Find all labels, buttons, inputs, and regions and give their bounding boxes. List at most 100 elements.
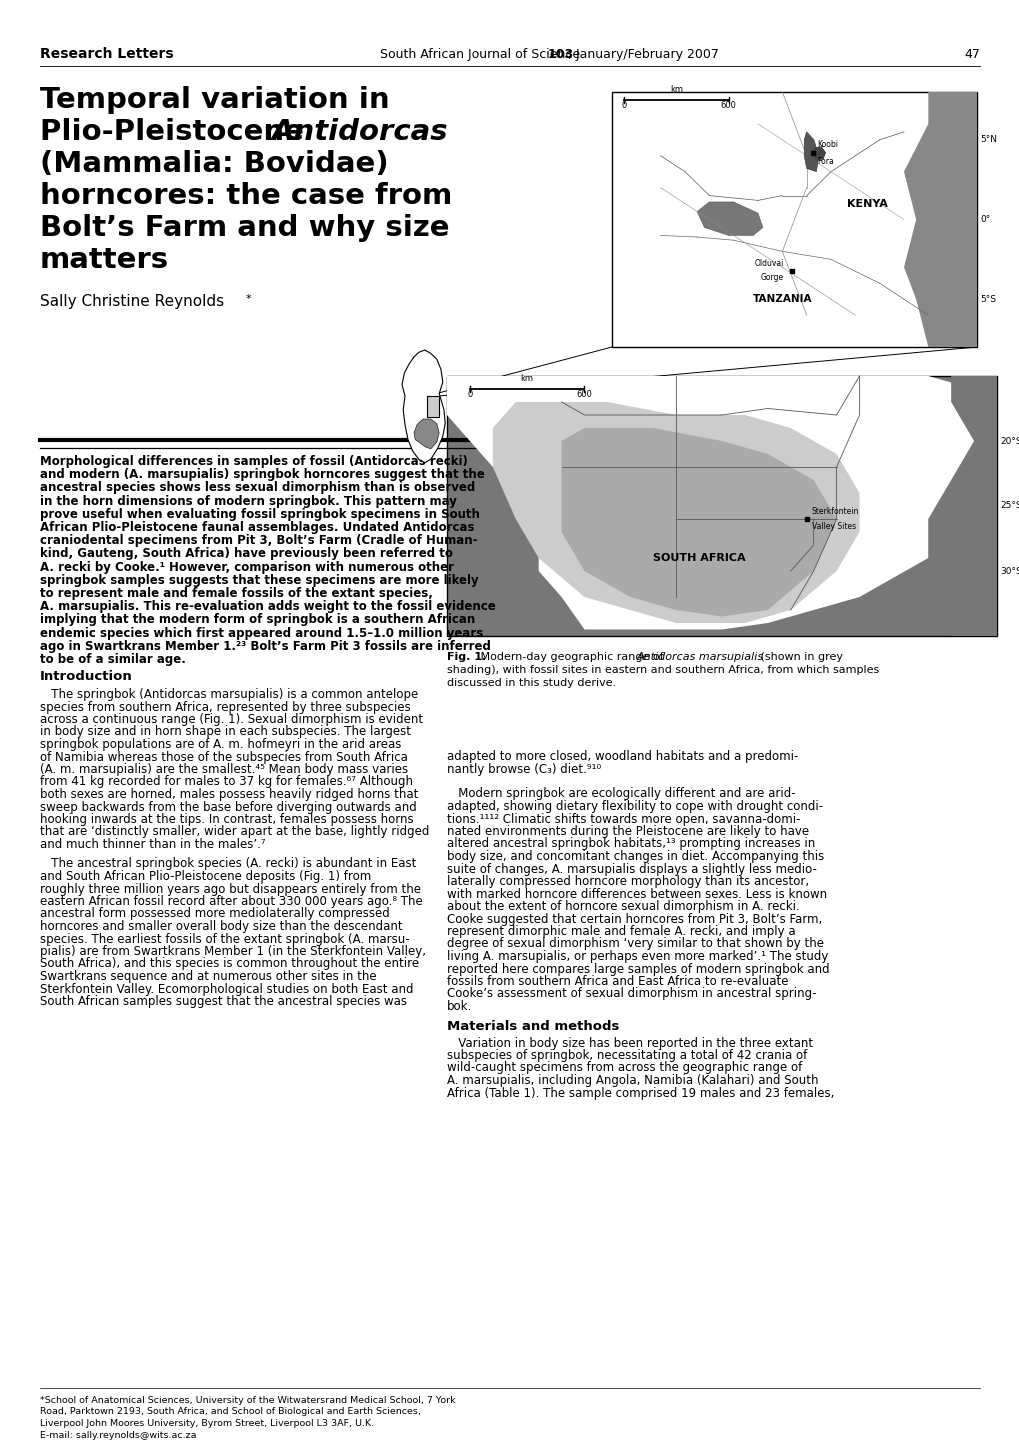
Text: Koobi: Koobi bbox=[816, 140, 838, 149]
Text: wild-caught specimens from across the geographic range of: wild-caught specimens from across the ge… bbox=[446, 1062, 802, 1075]
Text: adapted to more closed, woodland habitats and a predomi-: adapted to more closed, woodland habitat… bbox=[446, 750, 798, 763]
Text: that are ‘distinctly smaller, wider apart at the base, lightly ridged: that are ‘distinctly smaller, wider apar… bbox=[40, 825, 429, 838]
Text: km: km bbox=[669, 85, 683, 94]
Text: 0: 0 bbox=[621, 101, 627, 110]
Text: implying that the modern form of springbok is a southern African: implying that the modern form of springb… bbox=[40, 613, 475, 626]
Text: Introduction: Introduction bbox=[40, 670, 132, 683]
Text: A. recki by Cooke.¹ However, comparison with numerous other: A. recki by Cooke.¹ However, comparison … bbox=[40, 560, 453, 574]
Text: Plio-Pleistocene: Plio-Pleistocene bbox=[40, 118, 314, 146]
Text: in body size and in horn shape in each subspecies. The largest: in body size and in horn shape in each s… bbox=[40, 726, 411, 739]
Text: to be of a similar age.: to be of a similar age. bbox=[40, 654, 185, 667]
Text: 103: 103 bbox=[547, 48, 574, 61]
Bar bbox=[446, 377, 996, 636]
Text: suite of changes, A. marsupialis displays a slightly less medio-: suite of changes, A. marsupialis display… bbox=[446, 863, 816, 876]
Polygon shape bbox=[803, 131, 818, 172]
Text: endemic species which first appeared around 1.5–1.0 million years: endemic species which first appeared aro… bbox=[40, 626, 483, 639]
Text: Africa (Table 1). The sample comprised 19 males and 23 females,: Africa (Table 1). The sample comprised 1… bbox=[446, 1087, 834, 1100]
Polygon shape bbox=[927, 377, 996, 636]
Text: species. The earliest fossils of the extant springbok (A. marsu-: species. The earliest fossils of the ext… bbox=[40, 932, 410, 945]
Text: Liverpool John Moores University, Byrom Street, Liverpool L3 3AF, U.K.: Liverpool John Moores University, Byrom … bbox=[40, 1418, 374, 1429]
Text: 30°S: 30°S bbox=[999, 567, 1019, 576]
Text: Cooke’s assessment of sexual dimorphism in ancestral spring-: Cooke’s assessment of sexual dimorphism … bbox=[446, 987, 815, 1000]
Text: 0°: 0° bbox=[979, 215, 989, 224]
Text: Valley Sites: Valley Sites bbox=[811, 522, 855, 531]
Text: ancestral form possessed more mediolaterally compressed: ancestral form possessed more mediolater… bbox=[40, 908, 389, 921]
Text: about the extent of horncore sexual dimorphism in A. recki.: about the extent of horncore sexual dimo… bbox=[446, 900, 799, 913]
Bar bbox=[611, 92, 976, 346]
Text: South African samples suggest that the ancestral species was: South African samples suggest that the a… bbox=[40, 996, 407, 1009]
Text: prove useful when evaluating fossil springbok specimens in South: prove useful when evaluating fossil spri… bbox=[40, 508, 479, 521]
Text: (shown in grey: (shown in grey bbox=[756, 652, 842, 662]
Text: laterally compressed horncore morphology than its ancestor,: laterally compressed horncore morphology… bbox=[446, 874, 808, 887]
Text: The ancestral springbok species (A. recki) is abundant in East: The ancestral springbok species (A. reck… bbox=[40, 857, 416, 870]
Text: E-mail: sally.reynolds@wits.ac.za: E-mail: sally.reynolds@wits.ac.za bbox=[40, 1430, 197, 1440]
Text: tions.¹¹¹² Climatic shifts towards more open, savanna-domi-: tions.¹¹¹² Climatic shifts towards more … bbox=[446, 812, 800, 825]
Text: African Plio-Pleistocene faunal assemblages. Undated Antidorcas: African Plio-Pleistocene faunal assembla… bbox=[40, 521, 474, 534]
Text: Antidorcas marsupialis: Antidorcas marsupialis bbox=[637, 652, 763, 662]
Text: Sterkfontein: Sterkfontein bbox=[811, 506, 858, 517]
Text: sweep backwards from the base before diverging outwards and: sweep backwards from the base before div… bbox=[40, 801, 417, 814]
Text: , January/February 2007: , January/February 2007 bbox=[568, 48, 718, 61]
Text: A. marsupialis, including Angola, Namibia (Kalahari) and South: A. marsupialis, including Angola, Namibi… bbox=[446, 1074, 817, 1087]
Text: 0: 0 bbox=[467, 390, 472, 400]
Text: across a continuous range (Fig. 1). Sexual dimorphism is evident: across a continuous range (Fig. 1). Sexu… bbox=[40, 713, 423, 726]
Text: Fig. 1.: Fig. 1. bbox=[446, 652, 486, 662]
Text: 600: 600 bbox=[576, 390, 592, 400]
Text: 25°S: 25°S bbox=[999, 502, 1019, 511]
Text: Sally Christine Reynolds: Sally Christine Reynolds bbox=[40, 294, 224, 309]
Text: Road, Parktown 2193, South Africa, and School of Biological and Earth Sciences,: Road, Parktown 2193, South Africa, and S… bbox=[40, 1407, 421, 1417]
Text: nantly browse (C₃) diet.⁹¹⁰: nantly browse (C₃) diet.⁹¹⁰ bbox=[446, 762, 600, 775]
Text: and modern (A. marsupialis) springbok horncores suggest that the: and modern (A. marsupialis) springbok ho… bbox=[40, 468, 484, 481]
Bar bbox=[427, 395, 439, 417]
Text: Olduvai: Olduvai bbox=[754, 260, 784, 268]
Text: Fora: Fora bbox=[816, 156, 834, 166]
Text: kind, Gauteng, South Africa) have previously been referred to: kind, Gauteng, South Africa) have previo… bbox=[40, 547, 452, 560]
Polygon shape bbox=[903, 92, 976, 346]
Text: eastern African fossil record after about 330 000 years ago.⁸ The: eastern African fossil record after abou… bbox=[40, 895, 422, 908]
Text: and much thinner than in the males’.⁷: and much thinner than in the males’.⁷ bbox=[40, 838, 265, 851]
Text: 600: 600 bbox=[720, 101, 736, 110]
Text: Bolt’s Farm and why size: Bolt’s Farm and why size bbox=[40, 214, 449, 242]
Text: with marked horncore differences between sexes. Less is known: with marked horncore differences between… bbox=[446, 887, 826, 900]
Text: *School of Anatomical Sciences, University of the Witwatersrand Medical School, : *School of Anatomical Sciences, Universi… bbox=[40, 1395, 455, 1405]
Text: Swartkrans sequence and at numerous other sites in the: Swartkrans sequence and at numerous othe… bbox=[40, 970, 376, 983]
Text: South Africa), and this species is common throughout the entire: South Africa), and this species is commo… bbox=[40, 958, 419, 971]
Text: springbok populations are of A. m. hofmeyri in the arid areas: springbok populations are of A. m. hofme… bbox=[40, 737, 401, 750]
Polygon shape bbox=[696, 202, 762, 235]
Text: fossils from southern Africa and East Africa to re-evaluate: fossils from southern Africa and East Af… bbox=[446, 975, 788, 988]
Text: (Mammalia: Bovidae): (Mammalia: Bovidae) bbox=[40, 150, 388, 177]
Text: degree of sexual dimorphism ‘very similar to that shown by the: degree of sexual dimorphism ‘very simila… bbox=[446, 938, 823, 951]
Text: Modern springbok are ecologically different and are arid-: Modern springbok are ecologically differ… bbox=[446, 788, 795, 801]
Text: ancestral species shows less sexual dimorphism than is observed: ancestral species shows less sexual dimo… bbox=[40, 482, 475, 495]
Text: 5°N: 5°N bbox=[979, 136, 996, 144]
Text: roughly three million years ago but disappears entirely from the: roughly three million years ago but disa… bbox=[40, 883, 421, 896]
Text: Cooke suggested that certain horncores from Pit 3, Bolt’s Farm,: Cooke suggested that certain horncores f… bbox=[446, 912, 821, 925]
Text: Research Letters: Research Letters bbox=[40, 48, 173, 61]
Polygon shape bbox=[492, 403, 859, 623]
Text: craniodental specimens from Pit 3, Bolt’s Farm (Cradle of Human-: craniodental specimens from Pit 3, Bolt’… bbox=[40, 534, 477, 547]
Text: in the horn dimensions of modern springbok. This pattern may: in the horn dimensions of modern springb… bbox=[40, 495, 457, 508]
Text: Modern-day geographic range of: Modern-day geographic range of bbox=[477, 652, 666, 662]
Text: TANZANIA: TANZANIA bbox=[752, 294, 811, 304]
Text: Variation in body size has been reported in the three extant: Variation in body size has been reported… bbox=[446, 1036, 812, 1049]
Text: springbok samples suggests that these specimens are more likely: springbok samples suggests that these sp… bbox=[40, 574, 478, 587]
Text: Antidorcas: Antidorcas bbox=[272, 118, 448, 146]
Polygon shape bbox=[813, 146, 825, 160]
Text: of Namibia whereas those of the subspecies from South Africa: of Namibia whereas those of the subspeci… bbox=[40, 750, 408, 763]
Text: km: km bbox=[520, 374, 533, 382]
Polygon shape bbox=[561, 429, 836, 616]
Text: adapted, showing dietary flexibility to cope with drought condi-: adapted, showing dietary flexibility to … bbox=[446, 799, 822, 812]
Text: Gorge: Gorge bbox=[760, 273, 784, 281]
Text: body size, and concomitant changes in diet. Accompanying this: body size, and concomitant changes in di… bbox=[446, 850, 823, 863]
Text: South African Journal of Science: South African Journal of Science bbox=[380, 48, 584, 61]
Text: to represent male and female fossils of the extant species,: to represent male and female fossils of … bbox=[40, 587, 432, 600]
Text: Morphological differences in samples of fossil (Antidorcas recki): Morphological differences in samples of … bbox=[40, 455, 468, 468]
Polygon shape bbox=[414, 418, 439, 449]
Text: ago in Swartkrans Member 1.²³ Bolt’s Farm Pit 3 fossils are inferred: ago in Swartkrans Member 1.²³ Bolt’s Far… bbox=[40, 639, 490, 652]
Text: living A. marsupialis, or perhaps even more marked’.¹ The study: living A. marsupialis, or perhaps even m… bbox=[446, 949, 827, 962]
Text: 47: 47 bbox=[963, 48, 979, 61]
Text: 5°S: 5°S bbox=[979, 294, 995, 303]
Polygon shape bbox=[446, 377, 996, 629]
Text: matters: matters bbox=[40, 245, 169, 274]
Text: Materials and methods: Materials and methods bbox=[446, 1020, 619, 1033]
